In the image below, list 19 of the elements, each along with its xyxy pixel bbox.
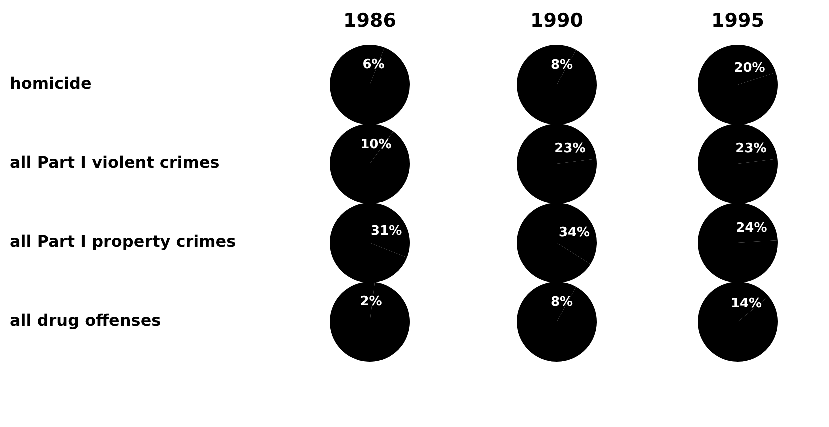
- chart-title: 1986: [342, 10, 398, 32]
- chart-title: 1990: [530, 10, 584, 32]
- data-label: 24%: [736, 220, 768, 236]
- text: all drug offenses: [10, 311, 162, 330]
- data-label: 14%: [730, 296, 762, 312]
- data-label: 23%: [554, 141, 586, 156]
- data-label: 31%: [370, 224, 402, 240]
- data-label: 2%: [360, 294, 382, 310]
- data-label: 6%: [362, 58, 385, 73]
- data-label: 20%: [734, 61, 766, 76]
- data-label: 34%: [558, 226, 590, 241]
- text: all Part I property crimes: [10, 232, 236, 251]
- text: homicide: [10, 74, 92, 93]
- chart-title: 1995: [710, 10, 766, 32]
- data-label: 10%: [360, 137, 392, 152]
- data-label: 23%: [736, 141, 767, 156]
- text: all Part I violent crimes: [10, 153, 220, 172]
- data-label: 8%: [550, 295, 574, 310]
- data-label: 8%: [550, 58, 574, 74]
